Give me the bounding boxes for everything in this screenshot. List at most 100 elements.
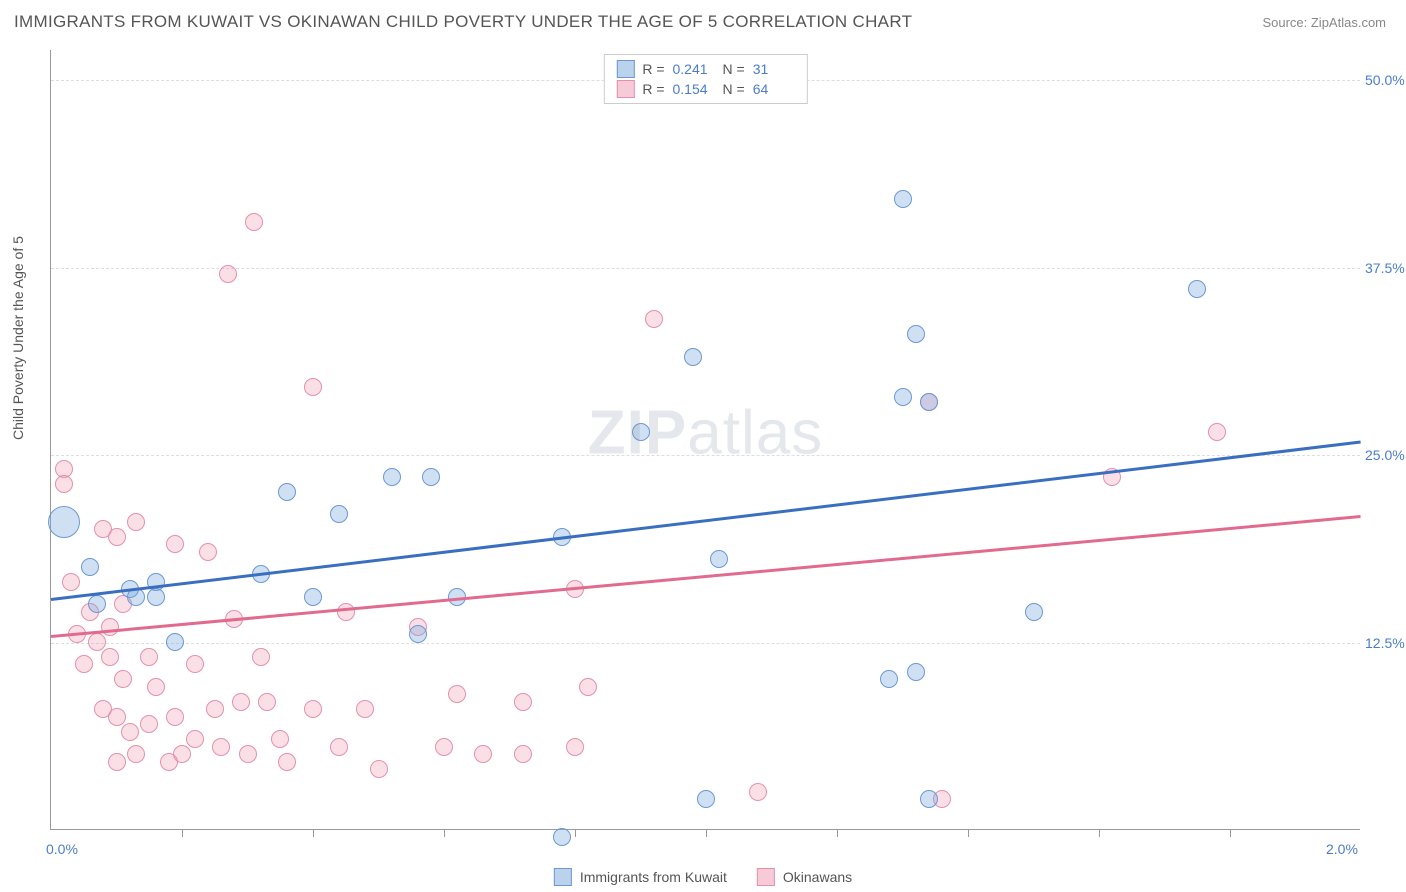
scatter-point — [140, 648, 158, 666]
scatter-point — [697, 790, 715, 808]
scatter-point — [114, 670, 132, 688]
scatter-point — [337, 603, 355, 621]
watermark: ZIPatlas — [588, 397, 823, 468]
scatter-point — [173, 745, 191, 763]
scatter-point — [409, 625, 427, 643]
scatter-point — [101, 618, 119, 636]
stats-row-blue: R = 0.241 N = 31 — [616, 59, 794, 79]
scatter-point — [166, 633, 184, 651]
x-tick — [182, 829, 183, 837]
scatter-point — [579, 678, 597, 696]
scatter-point — [330, 505, 348, 523]
x-tick — [575, 829, 576, 837]
scatter-point — [127, 745, 145, 763]
x-tick-label: 2.0% — [1326, 841, 1358, 857]
scatter-point — [140, 715, 158, 733]
scatter-point — [330, 738, 348, 756]
scatter-point — [75, 655, 93, 673]
scatter-point — [894, 388, 912, 406]
gridline — [51, 455, 1360, 456]
scatter-point — [304, 700, 322, 718]
scatter-point — [81, 558, 99, 576]
scatter-point — [219, 265, 237, 283]
scatter-point — [206, 700, 224, 718]
chart-legend: Immigrants from Kuwait Okinawans — [554, 868, 852, 886]
scatter-point — [55, 475, 73, 493]
scatter-point — [907, 663, 925, 681]
y-axis-label: Child Poverty Under the Age of 5 — [10, 236, 26, 440]
x-tick — [313, 829, 314, 837]
correlation-stats-box: R = 0.241 N = 31 R = 0.154 N = 64 — [603, 54, 807, 104]
legend-item-blue: Immigrants from Kuwait — [554, 868, 727, 886]
scatter-point — [383, 468, 401, 486]
scatter-point — [166, 708, 184, 726]
x-tick — [837, 829, 838, 837]
legend-label: Immigrants from Kuwait — [580, 869, 727, 885]
scatter-point — [435, 738, 453, 756]
y-tick-label: 25.0% — [1365, 447, 1406, 463]
scatter-point — [514, 745, 532, 763]
scatter-point — [212, 738, 230, 756]
swatch-blue-icon — [554, 868, 572, 886]
scatter-point — [632, 423, 650, 441]
scatter-point — [920, 790, 938, 808]
scatter-point — [645, 310, 663, 328]
scatter-point — [1208, 423, 1226, 441]
x-tick — [968, 829, 969, 837]
scatter-point — [278, 483, 296, 501]
stats-row-pink: R = 0.154 N = 64 — [616, 79, 794, 99]
swatch-pink-icon — [757, 868, 775, 886]
scatter-point — [108, 753, 126, 771]
scatter-point — [232, 693, 250, 711]
x-tick — [1099, 829, 1100, 837]
scatter-point — [199, 543, 217, 561]
scatter-point — [101, 648, 119, 666]
scatter-point — [356, 700, 374, 718]
scatter-point — [684, 348, 702, 366]
scatter-point — [370, 760, 388, 778]
scatter-point — [448, 685, 466, 703]
source-attribution: Source: ZipAtlas.com — [1262, 15, 1386, 30]
scatter-point — [239, 745, 257, 763]
scatter-point — [710, 550, 728, 568]
x-tick — [706, 829, 707, 837]
scatter-point — [304, 378, 322, 396]
legend-item-pink: Okinawans — [757, 868, 852, 886]
y-tick-label: 50.0% — [1365, 72, 1406, 88]
scatter-point — [474, 745, 492, 763]
scatter-point — [1025, 603, 1043, 621]
scatter-point — [920, 393, 938, 411]
scatter-point — [553, 828, 571, 846]
y-tick-label: 37.5% — [1365, 260, 1406, 276]
scatter-point — [48, 506, 80, 538]
gridline — [51, 268, 1360, 269]
scatter-point — [894, 190, 912, 208]
scatter-point — [907, 325, 925, 343]
legend-label: Okinawans — [783, 869, 852, 885]
scatter-point — [566, 738, 584, 756]
scatter-point — [304, 588, 322, 606]
swatch-pink-icon — [616, 80, 634, 98]
scatter-point — [127, 513, 145, 531]
scatter-point — [422, 468, 440, 486]
x-tick-label: 0.0% — [46, 841, 78, 857]
scatter-point — [88, 633, 106, 651]
scatter-point — [147, 678, 165, 696]
scatter-point — [271, 730, 289, 748]
scatter-point — [62, 573, 80, 591]
scatter-point — [514, 693, 532, 711]
scatter-point — [108, 708, 126, 726]
x-tick — [444, 829, 445, 837]
scatter-point — [186, 655, 204, 673]
scatter-point — [749, 783, 767, 801]
scatter-point — [166, 535, 184, 553]
scatter-point — [186, 730, 204, 748]
scatter-point — [278, 753, 296, 771]
scatter-chart: ZIPatlas R = 0.241 N = 31 R = 0.154 N = … — [50, 50, 1360, 830]
scatter-point — [880, 670, 898, 688]
scatter-point — [245, 213, 263, 231]
scatter-point — [147, 588, 165, 606]
scatter-point — [121, 723, 139, 741]
scatter-point — [258, 693, 276, 711]
x-tick — [1230, 829, 1231, 837]
